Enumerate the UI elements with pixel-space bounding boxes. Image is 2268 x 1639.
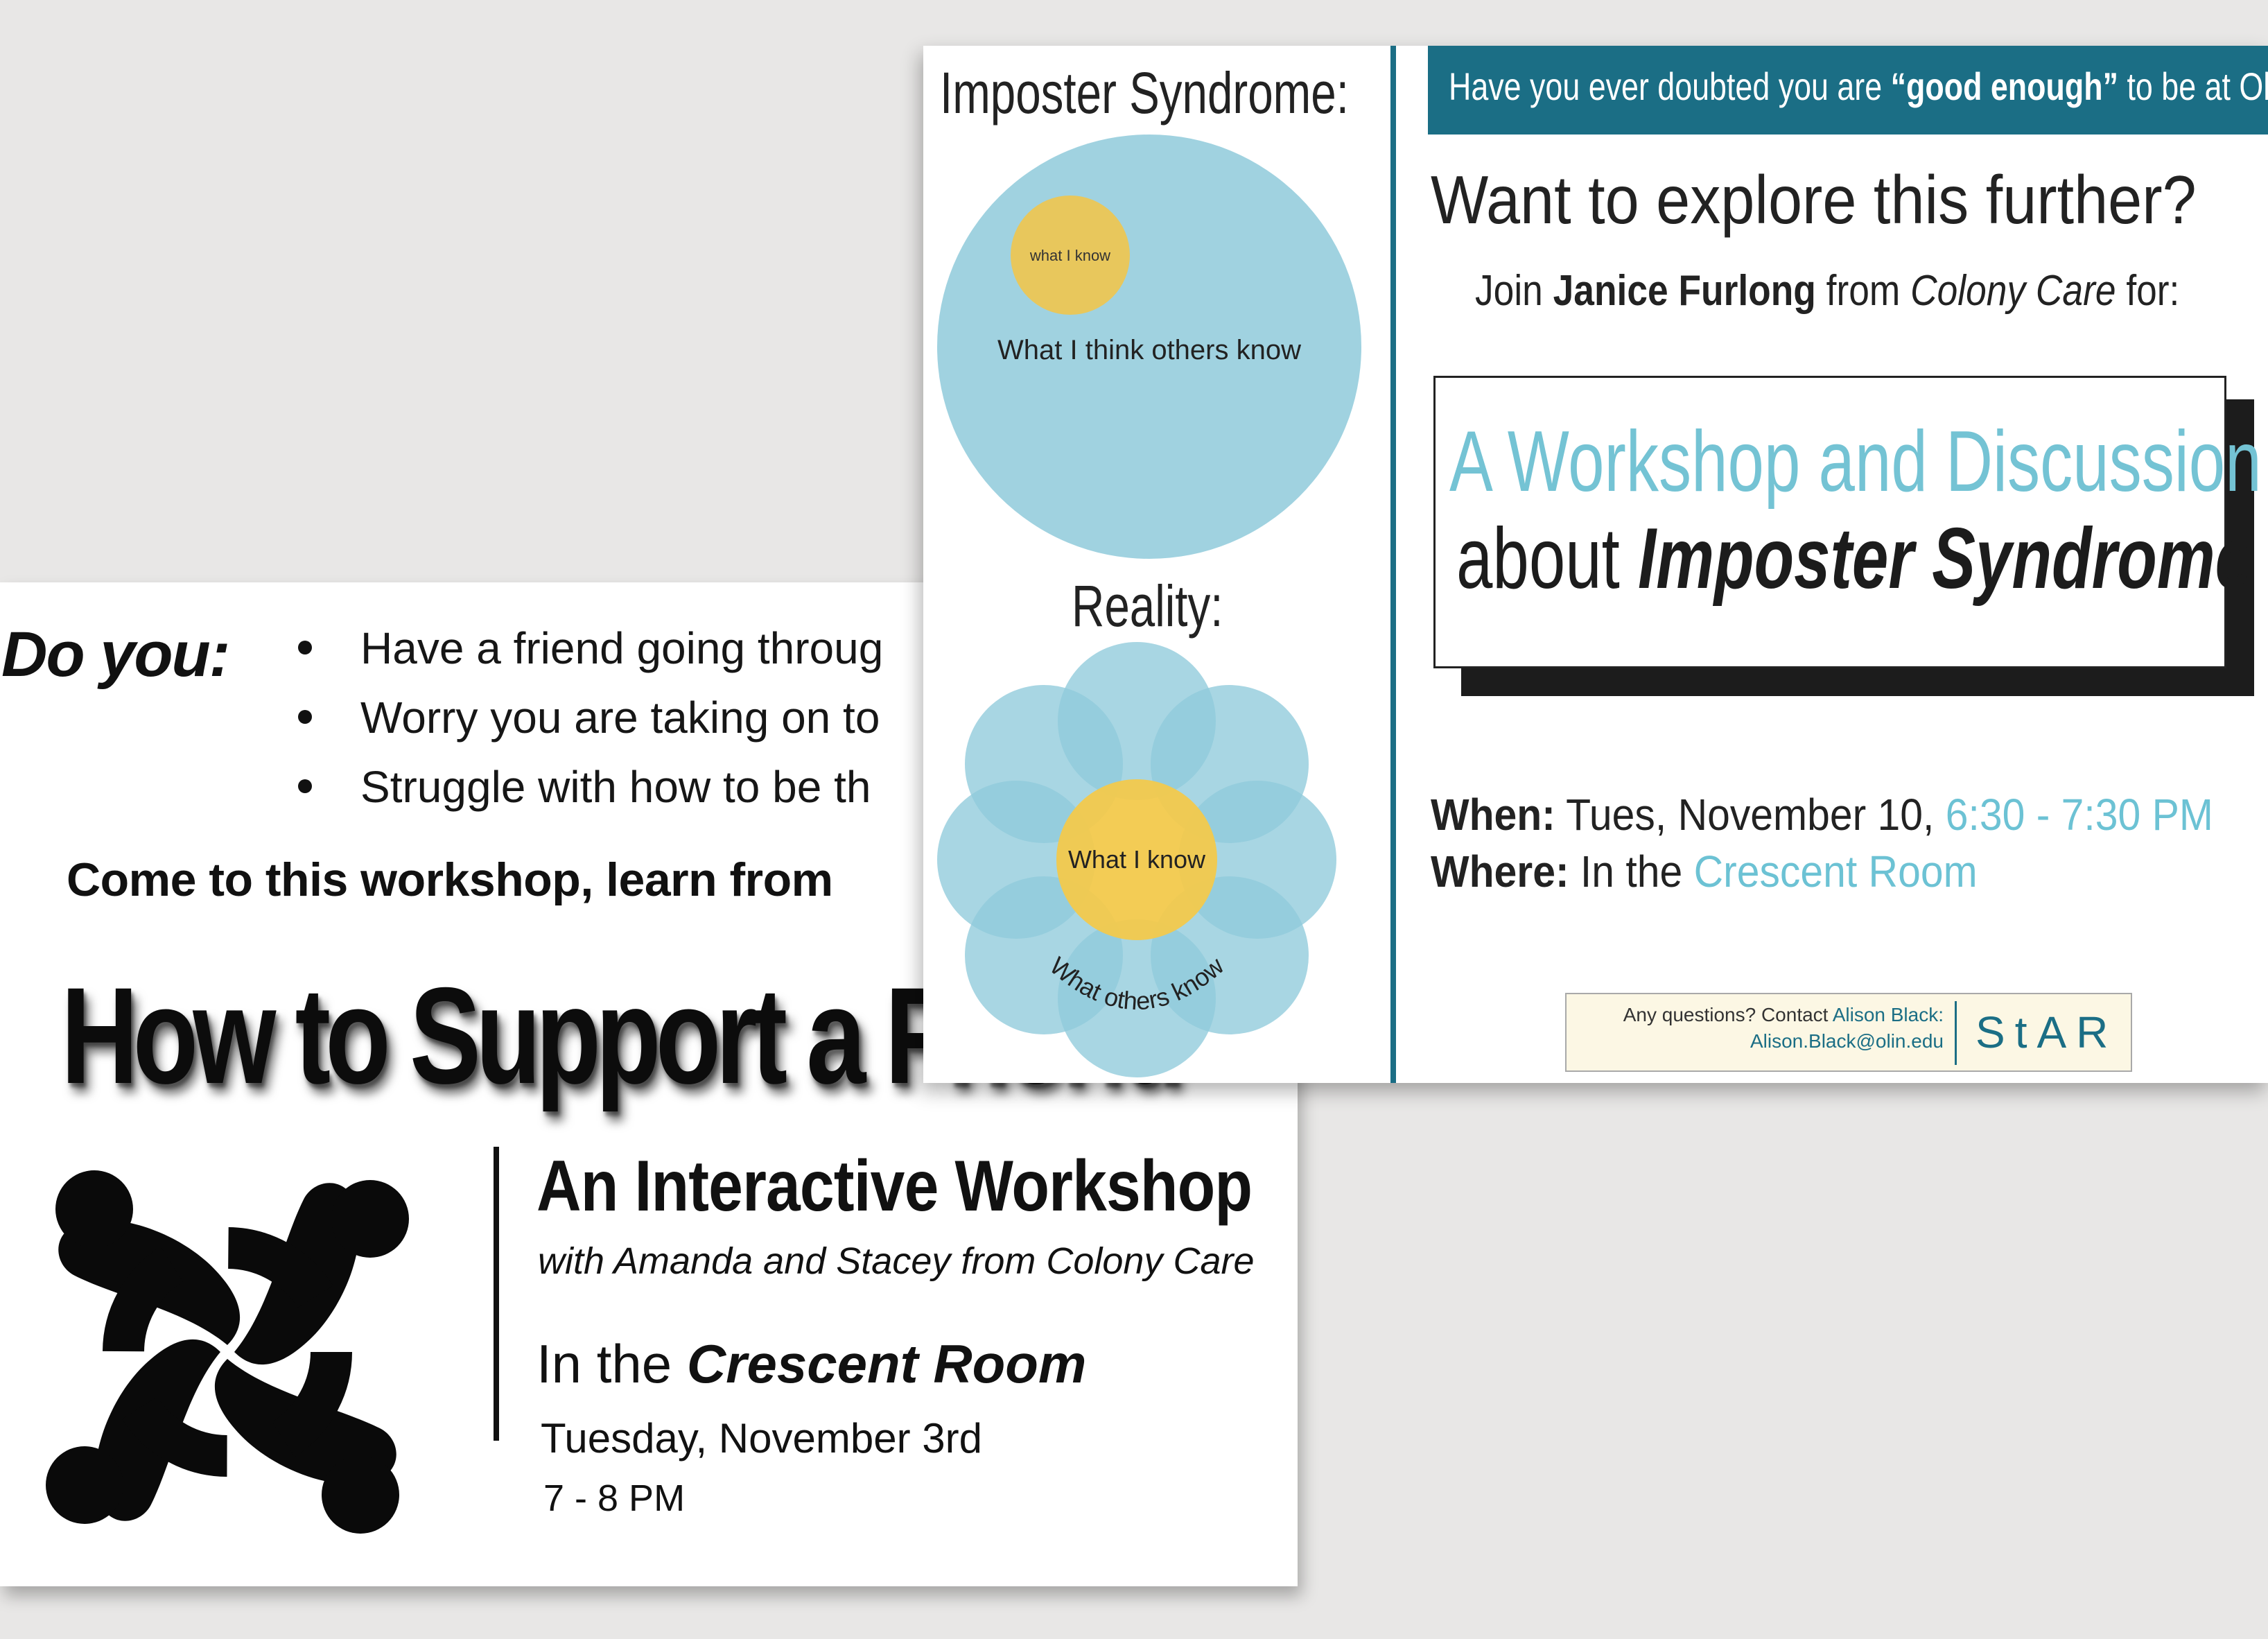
bullet-text: Have a friend going throug xyxy=(360,623,884,673)
workshop-about: about xyxy=(1456,511,1639,607)
join-suffix: for: xyxy=(2116,267,2180,315)
banner-text: Have you ever doubted you are “good enou… xyxy=(1449,64,2268,109)
presenters-line: with Amanda and Stacey from Colony Care xyxy=(538,1240,1255,1282)
bullet-dot xyxy=(298,710,312,725)
join-presenter-line: Join Janice Furlong from Colony Care for… xyxy=(1475,266,2179,315)
bullet-dot xyxy=(298,779,312,794)
banner-prefix: Have you ever doubted you are xyxy=(1449,64,1891,108)
where-room: Crescent Room xyxy=(1693,847,1978,896)
contact-email[interactable]: Alison.Black@olin.edu xyxy=(1750,1030,1944,1052)
imposter-diagram: what I know What I think others know Wha… xyxy=(937,135,1361,1077)
star-logo: StAR xyxy=(1975,1007,2118,1057)
bullet-item: Struggle with how to be th xyxy=(298,761,871,813)
vertical-divider xyxy=(494,1147,499,1441)
explore-further-heading: Want to explore this further? xyxy=(1431,162,2197,238)
contact-box: Any questions? Contact Alison Black: Ali… xyxy=(1565,993,2132,1072)
what-i-think-others-know-label: What I think others know xyxy=(997,335,1301,365)
vertical-divider xyxy=(1390,46,1396,1083)
reality-heading: Reality: xyxy=(1072,573,1223,639)
contact-prefix: Any questions? Contact xyxy=(1623,1004,1833,1025)
four-people-circle-logo-icon xyxy=(46,1170,409,1534)
contact-name: Alison Black: xyxy=(1832,1004,1944,1025)
time-line: 7 - 8 PM xyxy=(543,1477,686,1519)
bullet-text: Worry you are taking on to xyxy=(360,693,880,743)
when-line: When: Tues, November 10, 6:30 - 7:30 PM xyxy=(1431,789,2213,840)
presenter-name: Janice Furlong xyxy=(1553,267,1816,315)
location-prefix: In the xyxy=(537,1333,687,1394)
bullet-dot xyxy=(298,641,312,655)
where-value: In the xyxy=(1569,847,1694,896)
workshop-topic: Imposter Syndrome xyxy=(1638,511,2252,607)
where-label: Where: xyxy=(1431,847,1569,896)
question-banner: Have you ever doubted you are “good enou… xyxy=(1428,46,2268,135)
when-label: When: xyxy=(1431,790,1555,840)
contact-question: Any questions? Contact Alison Black: xyxy=(1623,1004,1944,1026)
workshop-title-box: A Workshop and Discussion about Imposter… xyxy=(1433,376,2262,668)
banner-suffix: to be at Olin? xyxy=(2127,64,2268,108)
do-you-heading: Do you: xyxy=(1,619,230,690)
come-to-workshop-line: Come to this workshop, learn from xyxy=(67,853,833,906)
what-i-know-circle xyxy=(1056,779,1217,940)
bullet-item: Have a friend going throug xyxy=(298,623,883,674)
what-i-know-label: What I know xyxy=(1068,845,1206,874)
what-i-know-small-label: what I know xyxy=(1029,247,1110,264)
location-line: In the Crescent Room xyxy=(537,1333,1086,1396)
interactive-workshop-title: An Interactive Workshop xyxy=(537,1146,1253,1226)
workshop-title-line1: A Workshop and Discussion xyxy=(1449,414,2262,510)
when-time: 6:30 - 7:30 PM xyxy=(1945,790,2213,840)
when-value: Tues, November 10, xyxy=(1555,790,1946,840)
banner-strong: “good enough” xyxy=(1890,64,2119,108)
where-line: Where: In the Crescent Room xyxy=(1431,846,1978,897)
join-prefix: Join xyxy=(1475,267,1553,315)
bullet-text: Struggle with how to be th xyxy=(360,762,871,812)
presenter-org: Colony Care xyxy=(1910,267,2116,315)
imposter-syndrome-heading: Imposter Syndrome: xyxy=(940,60,1349,125)
join-mid: from xyxy=(1815,267,1911,315)
what-i-know-small-circle xyxy=(1011,196,1130,315)
date-line: Tuesday, November 3rd xyxy=(541,1415,982,1462)
location-room: Crescent Room xyxy=(686,1333,1087,1394)
imposter-syndrome-poster: what I know What I think others know Wha… xyxy=(923,46,2268,1083)
workshop-title-line2: about Imposter Syndrome xyxy=(1456,510,2251,608)
bullet-item: Worry you are taking on to xyxy=(298,692,880,743)
contact-divider xyxy=(1955,1001,1957,1065)
